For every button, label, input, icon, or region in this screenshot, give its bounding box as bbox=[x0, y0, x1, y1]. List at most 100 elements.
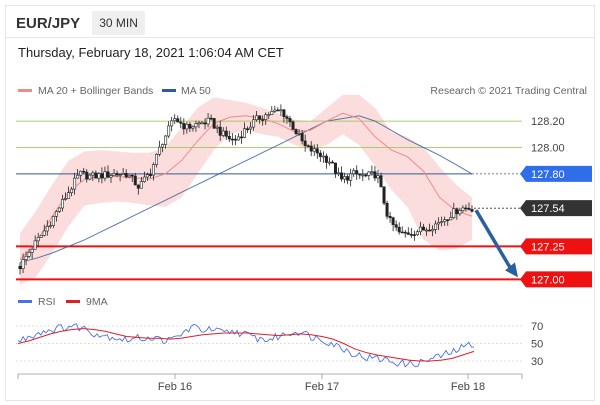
candle-body bbox=[103, 171, 107, 179]
candle-body bbox=[467, 207, 471, 210]
candle-body bbox=[464, 207, 468, 210]
candle-body bbox=[133, 175, 137, 186]
candle-body bbox=[94, 172, 98, 179]
level-tag-text-127.80: 127.80 bbox=[531, 169, 565, 181]
candle-body bbox=[109, 175, 113, 178]
candle-body bbox=[142, 176, 146, 182]
candle-body bbox=[443, 219, 447, 222]
legend-main: MA 20 + Bollinger Bands MA 50 Research ©… bbox=[18, 85, 587, 97]
candle-body bbox=[170, 120, 174, 127]
legend-9ma-swatch bbox=[66, 300, 80, 303]
candle-body bbox=[88, 174, 92, 180]
x-label-2: Feb 18 bbox=[451, 381, 485, 393]
candle-body bbox=[318, 152, 322, 157]
candle-body bbox=[60, 199, 64, 209]
candle-body bbox=[346, 176, 350, 181]
candle-body bbox=[391, 217, 395, 225]
candle-body bbox=[267, 114, 271, 116]
candle-body bbox=[440, 221, 444, 223]
bollinger-band-area bbox=[20, 94, 472, 285]
candle-body bbox=[91, 172, 95, 176]
candle-body bbox=[112, 173, 116, 176]
candle-body bbox=[27, 252, 31, 257]
candle-body bbox=[388, 216, 392, 219]
candle-body bbox=[185, 124, 189, 130]
candle-body bbox=[367, 171, 371, 176]
candle-body bbox=[236, 136, 240, 141]
candle-body bbox=[418, 226, 422, 233]
candle-body bbox=[264, 114, 268, 120]
candle-body bbox=[200, 122, 204, 125]
candle-body bbox=[36, 237, 40, 242]
level-tag-127.25 bbox=[520, 238, 592, 255]
candle-body bbox=[218, 126, 222, 136]
candle-body bbox=[79, 170, 83, 176]
candle-body bbox=[197, 122, 201, 125]
legend-credit: Research © 2021 Trading Central bbox=[430, 85, 587, 97]
ma50-line bbox=[19, 115, 473, 263]
level-label-128.00: 128.00 bbox=[531, 142, 565, 154]
candle-body bbox=[227, 136, 231, 140]
candle-body bbox=[349, 173, 353, 181]
candle-body bbox=[97, 173, 101, 179]
candle-body bbox=[370, 171, 374, 173]
candle-body bbox=[337, 172, 341, 175]
candle-body bbox=[255, 115, 259, 121]
candle-body bbox=[312, 148, 316, 152]
candle-body bbox=[148, 174, 152, 176]
candle-body bbox=[276, 109, 280, 112]
candle-body bbox=[239, 136, 243, 139]
candle-body bbox=[33, 240, 37, 250]
level-tag-127.80 bbox=[520, 165, 592, 182]
projection-arrow bbox=[474, 209, 518, 278]
candle-body bbox=[409, 234, 413, 236]
candle-body bbox=[139, 181, 143, 189]
candle-body bbox=[39, 234, 43, 238]
ma50-path bbox=[19, 115, 473, 263]
x-label-1: Feb 17 bbox=[305, 381, 339, 393]
candle-body bbox=[261, 119, 265, 121]
candle-body bbox=[64, 198, 68, 200]
level-tag-text-127.25: 127.25 bbox=[531, 241, 565, 253]
candle-body bbox=[434, 223, 438, 230]
timeframe-badge[interactable]: 30 MIN bbox=[92, 11, 145, 35]
projection-arrow-head bbox=[505, 262, 518, 278]
candle-body bbox=[51, 216, 55, 226]
symbol-label: EUR/JPY bbox=[16, 14, 81, 32]
legend-rsi-swatch bbox=[18, 300, 32, 303]
candle-body bbox=[355, 170, 359, 175]
candle-body bbox=[303, 140, 307, 146]
rsi-tick-50: 50 bbox=[531, 339, 543, 351]
candle-body bbox=[400, 231, 404, 234]
legend-rsi-label: RSI bbox=[38, 296, 56, 308]
chart-card bbox=[5, 5, 595, 401]
candle-body bbox=[449, 217, 453, 221]
candle-body bbox=[461, 207, 465, 211]
candle-body bbox=[191, 126, 195, 129]
legend-9ma-label: 9MA bbox=[86, 296, 108, 308]
candle-body bbox=[161, 144, 165, 148]
candle-body bbox=[151, 164, 155, 176]
rsi-tick-70: 70 bbox=[531, 321, 543, 333]
candle-body bbox=[424, 229, 428, 232]
candle-body bbox=[182, 123, 186, 130]
candle-body bbox=[212, 118, 216, 129]
candle-body bbox=[252, 119, 256, 128]
candle-body bbox=[145, 174, 149, 178]
level-tag-text-127.54: 127.54 bbox=[531, 203, 565, 215]
candle-body bbox=[321, 155, 325, 158]
candle-body bbox=[194, 123, 198, 128]
candle-body bbox=[188, 124, 192, 129]
candle-body bbox=[437, 222, 441, 225]
candle-body bbox=[385, 202, 389, 217]
candle-body bbox=[24, 255, 28, 260]
candle-body bbox=[397, 226, 401, 233]
candle-body bbox=[233, 138, 237, 141]
candle-body bbox=[215, 126, 219, 129]
rsi-series-9MA bbox=[17, 328, 475, 362]
candle-body bbox=[82, 170, 86, 173]
legend-ma50-swatch bbox=[162, 89, 176, 92]
rsi-lines bbox=[17, 323, 475, 368]
candle-body bbox=[431, 229, 435, 232]
